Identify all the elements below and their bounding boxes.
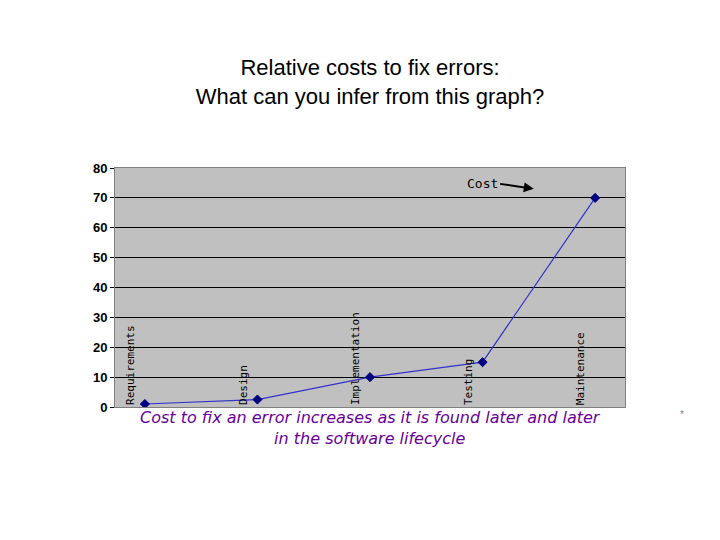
svg-text:50: 50 <box>93 250 107 265</box>
svg-text:Design: Design <box>237 365 250 405</box>
svg-text:Testing: Testing <box>462 359 475 405</box>
svg-text:Requirements: Requirements <box>124 325 137 404</box>
svg-text:Cost to fix an error increases: Cost to fix an error increases as it is … <box>140 408 601 448</box>
svg-text:20: 20 <box>93 340 107 355</box>
svg-text:Cost: Cost <box>467 176 498 191</box>
svg-text:30: 30 <box>93 310 107 325</box>
svg-text:10: 10 <box>93 370 107 385</box>
svg-text:Implementation: Implementation <box>349 312 362 405</box>
svg-text:60: 60 <box>93 220 107 235</box>
svg-text:Relative costs to fix errors:W: Relative costs to fix errors:What can yo… <box>196 55 545 109</box>
svg-text:70: 70 <box>93 190 107 205</box>
svg-text:*: * <box>680 409 684 420</box>
svg-text:40: 40 <box>93 280 107 295</box>
svg-text:Maintenance: Maintenance <box>574 332 587 405</box>
svg-text:0: 0 <box>100 400 107 415</box>
svg-text:80: 80 <box>93 161 107 176</box>
